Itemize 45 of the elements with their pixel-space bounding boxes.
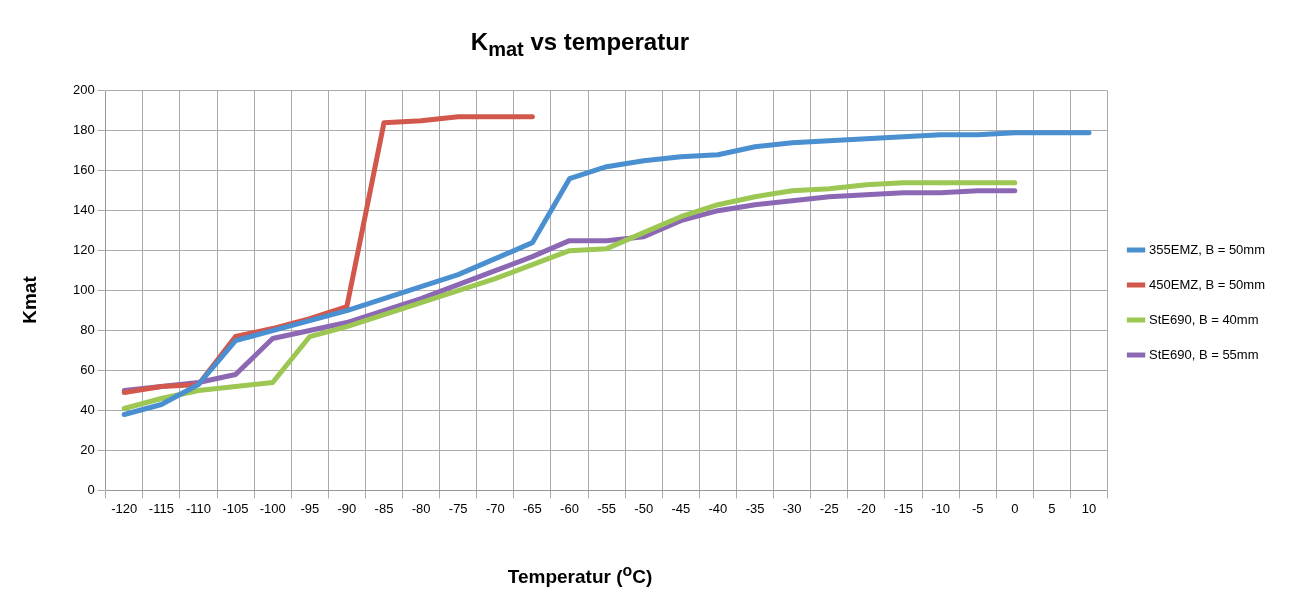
x-tick-label: -60: [560, 500, 579, 516]
x-tick-label: -30: [782, 500, 802, 516]
x-tick-label: -105: [222, 500, 249, 516]
x-tick-label: 10: [1081, 500, 1097, 516]
y-tick-label: 200: [72, 82, 95, 98]
x-tick-label: -80: [411, 500, 431, 516]
x-tick-label: -10: [931, 500, 950, 516]
x-tick-label: -110: [185, 500, 211, 516]
y-tick-label: 120: [72, 242, 95, 258]
y-tick-label: 0: [87, 481, 95, 497]
y-tick-label: 100: [72, 282, 95, 298]
x-tick-label: -5: [971, 500, 984, 516]
legend-label: 450EMZ, B = 50mm: [1149, 276, 1266, 292]
x-tick-label: -65: [523, 500, 542, 516]
x-tick-label: -115: [148, 500, 174, 516]
x-axis-title: Temperatur ($^{o}$C): [506, 562, 654, 589]
x-tick-label: 0: [1011, 500, 1019, 516]
y-tick-label: 160: [72, 162, 95, 178]
y-tick-label: 20: [80, 442, 95, 458]
y-tick-label: 80: [80, 322, 95, 338]
legend-label: 355EMZ, B = 50mm: [1149, 241, 1266, 257]
x-tick-label: -55: [597, 500, 617, 516]
x-tick-label: -75: [448, 500, 468, 516]
x-tick-label: -50: [634, 500, 654, 516]
x-tick-label: -95: [300, 500, 320, 516]
x-tick-label: 5: [1048, 500, 1056, 516]
x-tick-label: -100: [259, 500, 286, 516]
y-tick-label: 40: [80, 402, 95, 418]
y-axis-title: Kmat: [19, 276, 41, 324]
x-tick-label: -85: [374, 500, 394, 516]
legend-label: StE690, B = 55mm: [1149, 346, 1259, 362]
x-tick-label: -45: [671, 500, 691, 516]
x-tick-label: -20: [856, 500, 876, 516]
x-tick-label: -35: [745, 500, 765, 516]
x-tick-label: -25: [819, 500, 839, 516]
x-tick-label: -120: [111, 500, 138, 516]
y-tick-label: 180: [72, 122, 95, 138]
y-tick-label: 140: [72, 202, 95, 218]
chart-title: K$_{mat}$ vs temperatur: [469, 28, 691, 61]
x-tick-label: -90: [337, 500, 357, 516]
x-tick-label: -40: [708, 500, 728, 516]
legend-label: StE690, B = 40mm: [1149, 311, 1259, 327]
x-tick-label: -70: [485, 500, 505, 516]
y-tick-label: 60: [80, 362, 95, 378]
x-tick-label: -15: [894, 500, 913, 516]
